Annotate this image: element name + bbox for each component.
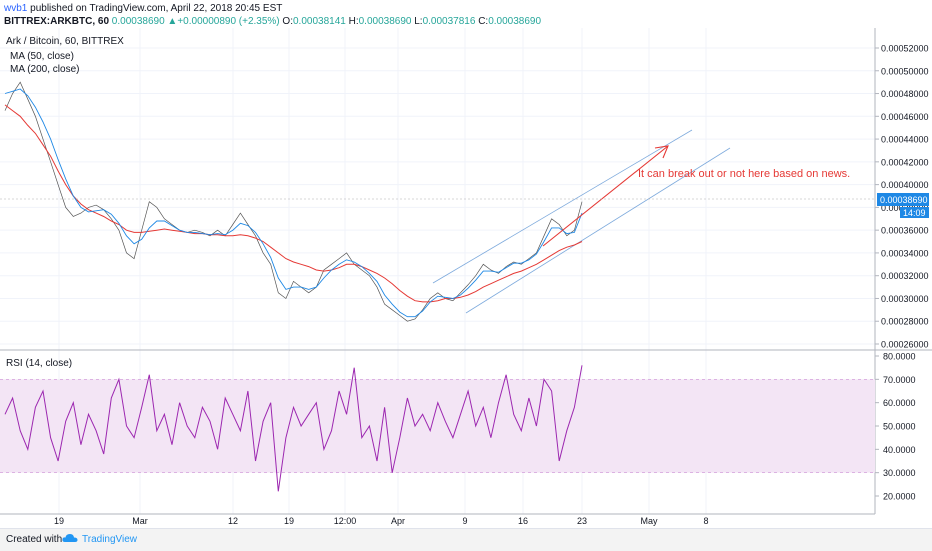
last-price-badge xyxy=(877,193,929,206)
channel-upper-line[interactable] xyxy=(432,129,693,284)
price-tick-label: 0.00050000 xyxy=(881,66,929,76)
up-arrow-icon: ▲ xyxy=(167,16,178,27)
time-tick-label: 12 xyxy=(228,516,238,526)
forecast-arrow[interactable] xyxy=(542,145,669,247)
annotation-text[interactable]: It can break out or not here based on ne… xyxy=(638,168,850,180)
legend-title: Ark / Bitcoin, 60, BITTREX xyxy=(6,36,124,47)
price-tick-label: 0.00040000 xyxy=(881,180,929,190)
rsi-pane[interactable]: RSI (14, close) 20.0000 30.0000 40.0000 50.… xyxy=(0,352,916,502)
forecast-arrow-line[interactable] xyxy=(542,145,669,247)
price-tick-label: 0.00036000 xyxy=(881,226,929,236)
countdown-badge xyxy=(900,207,929,218)
price-tick-label: 0.00044000 xyxy=(881,135,929,145)
price-axis[interactable]: 0.00026000 0.00028000 0.00030000 0.00032000… xyxy=(874,28,929,514)
countdown-badge-text: 14:09 xyxy=(903,208,926,218)
price-tick-labels: 0.00026000 0.00028000 0.00030000 0.00032000… xyxy=(875,44,929,350)
price-tick-label: 0.00042000 xyxy=(881,157,929,167)
ma50-line[interactable] xyxy=(4,104,583,303)
time-tick-label: Apr xyxy=(391,516,405,526)
time-axis[interactable]: 19 Mar 12 19 12:00 Apr 9 16 23 May 8 xyxy=(0,513,875,526)
rsi-band xyxy=(0,379,875,473)
time-tick-labels: 19 Mar 12 19 12:00 Apr 9 16 23 May 8 xyxy=(54,516,709,526)
price-tick-label: 0.00030000 xyxy=(881,294,929,304)
forecast-arrowhead-icon xyxy=(654,145,669,159)
tradingview-cloud-icon xyxy=(62,534,78,542)
close-value: 0.00038690 xyxy=(488,16,542,27)
last-price-badge-text: 0.00038690 xyxy=(880,195,928,205)
published-text: published on TradingView.com, April 22, … xyxy=(30,3,283,14)
price-change: +0.00000890 (+2.35%) xyxy=(177,16,280,27)
rsi-tick-labels: 20.0000 30.0000 40.0000 50.0000 60.0000 70.00… xyxy=(875,352,916,502)
chart-header: wvb1 published on TradingView.com, April… xyxy=(0,0,932,28)
time-tick-label: 8 xyxy=(703,516,708,526)
tradingview-brand-link[interactable]: TradingView xyxy=(82,534,138,545)
price-tick-label: 0.00026000 xyxy=(881,340,929,350)
rsi-tick-label: 70.0000 xyxy=(883,375,916,385)
rsi-series-group xyxy=(4,365,583,492)
ma200-line[interactable] xyxy=(4,88,583,318)
channel-lower-line[interactable] xyxy=(465,147,731,314)
ohlc-line: BITTREX:ARKBTC, 60 0.00038690 ▲+0.000008… xyxy=(4,16,541,27)
trend-channel[interactable] xyxy=(432,129,731,314)
price-tick-label: 0.00028000 xyxy=(881,317,929,327)
symbol: BITTREX:ARKBTC, 60 xyxy=(4,16,110,27)
legend-ma50: MA (50, close) xyxy=(10,51,74,62)
price-series-group xyxy=(4,81,583,322)
footer: Created with TradingView xyxy=(0,528,932,551)
time-tick-label: 19 xyxy=(54,516,64,526)
last-price: 0.00038690 xyxy=(111,16,165,27)
rsi-grid xyxy=(0,379,875,473)
rsi-tick-label: 30.0000 xyxy=(883,468,916,478)
publish-info: wvb1 published on TradingView.com, April… xyxy=(4,3,282,14)
rsi-tick-label: 50.0000 xyxy=(883,422,916,432)
rsi-legend: RSI (14, close) xyxy=(6,358,72,369)
low-value: 0.00037816 xyxy=(422,16,476,27)
price-pane-bg xyxy=(0,28,875,350)
price-tick-label: 0.00052000 xyxy=(881,44,929,54)
high-value: 0.00038690 xyxy=(358,16,412,27)
time-tick-label: Mar xyxy=(132,516,148,526)
author[interactable]: wvb1 xyxy=(4,3,28,14)
low-label: L: xyxy=(414,16,423,27)
rsi-line[interactable] xyxy=(4,365,583,492)
price-tick-label: 0.00034000 xyxy=(881,248,929,258)
time-tick-label: 23 xyxy=(577,516,587,526)
time-tick-label: 12:00 xyxy=(334,516,357,526)
price-tick-label: 0.00046000 xyxy=(881,112,929,122)
rsi-tick-label: 40.0000 xyxy=(883,445,916,455)
chart-canvas[interactable]: It can break out or not here based on ne… xyxy=(0,28,932,528)
time-tick-label: 19 xyxy=(284,516,294,526)
open-value: 0.00038141 xyxy=(292,16,346,27)
created-with-text: Created with xyxy=(6,534,63,545)
legend-ma200: MA (200, close) xyxy=(10,64,79,75)
price-tick-label: 0.00048000 xyxy=(881,89,929,99)
price-line[interactable] xyxy=(4,81,583,322)
price-grid xyxy=(0,47,875,345)
time-tick-label: 9 xyxy=(462,516,467,526)
price-tick-label: 0.00032000 xyxy=(881,271,929,281)
time-tick-label: 16 xyxy=(518,516,528,526)
close-label: C: xyxy=(478,16,489,27)
open-label: O: xyxy=(282,16,293,27)
rsi-tick-label: 80.0000 xyxy=(883,352,916,362)
rsi-tick-label: 60.0000 xyxy=(883,398,916,408)
rsi-tick-label: 20.0000 xyxy=(883,492,916,502)
time-tick-label: May xyxy=(640,516,658,526)
high-label: H: xyxy=(348,16,359,27)
